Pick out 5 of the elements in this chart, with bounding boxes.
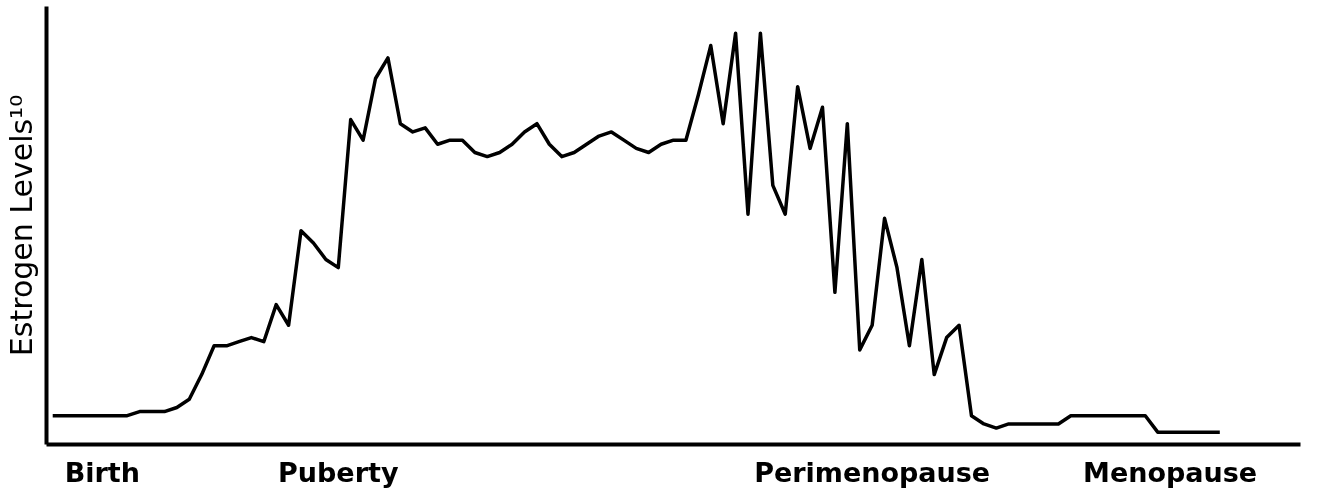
- x-tick-label: Perimenopause: [754, 456, 991, 488]
- y-axis-title: Estrogen Levels¹⁰: [3, 94, 39, 357]
- x-tick-label: Puberty: [278, 456, 399, 488]
- x-tick-label: Birth: [64, 456, 141, 488]
- x-tick-label: Menopause: [1083, 456, 1258, 488]
